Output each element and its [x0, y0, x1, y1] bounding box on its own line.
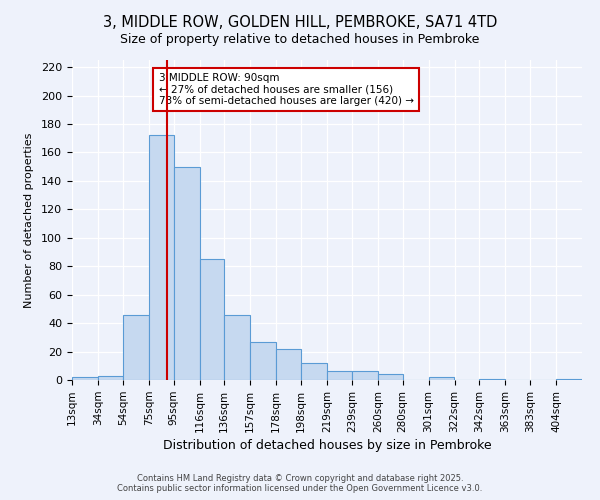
- Bar: [479, 378, 505, 380]
- Bar: [428, 377, 455, 380]
- Y-axis label: Number of detached properties: Number of detached properties: [24, 132, 34, 308]
- Bar: [149, 136, 173, 380]
- Text: 3 MIDDLE ROW: 90sqm
← 27% of detached houses are smaller (156)
73% of semi-detac: 3 MIDDLE ROW: 90sqm ← 27% of detached ho…: [158, 73, 414, 106]
- Text: 3, MIDDLE ROW, GOLDEN HILL, PEMBROKE, SA71 4TD: 3, MIDDLE ROW, GOLDEN HILL, PEMBROKE, SA…: [103, 15, 497, 30]
- Bar: [123, 314, 149, 380]
- Text: Contains HM Land Registry data © Crown copyright and database right 2025.: Contains HM Land Registry data © Crown c…: [137, 474, 463, 483]
- Bar: [327, 372, 352, 380]
- Bar: [352, 372, 378, 380]
- Bar: [250, 342, 276, 380]
- Bar: [224, 314, 250, 380]
- X-axis label: Distribution of detached houses by size in Pembroke: Distribution of detached houses by size …: [163, 439, 491, 452]
- Bar: [98, 376, 123, 380]
- Bar: [173, 166, 199, 380]
- Bar: [276, 348, 301, 380]
- Bar: [301, 363, 327, 380]
- Text: Size of property relative to detached houses in Pembroke: Size of property relative to detached ho…: [121, 32, 479, 46]
- Bar: [556, 378, 582, 380]
- Bar: [378, 374, 403, 380]
- Text: Contains public sector information licensed under the Open Government Licence v3: Contains public sector information licen…: [118, 484, 482, 493]
- Bar: [72, 377, 98, 380]
- Bar: [199, 259, 224, 380]
